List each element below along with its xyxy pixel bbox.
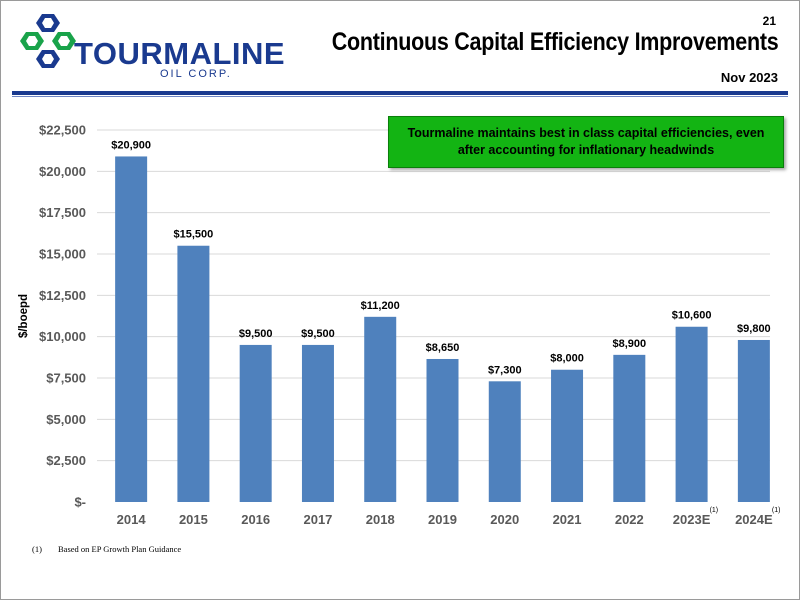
data-label: $20,900 xyxy=(111,139,151,151)
y-tick-label: $17,500 xyxy=(39,205,86,220)
callout-text: Tourmaline maintains best in class capit… xyxy=(407,126,765,157)
x-tick-label: 2016 xyxy=(241,512,270,527)
header-divider-thin xyxy=(12,96,788,97)
bar-2018 xyxy=(364,316,397,502)
x-tick-label: 2015 xyxy=(179,512,208,527)
x-tick-label: 2022 xyxy=(615,512,644,527)
x-tick-label: 2021 xyxy=(553,512,582,527)
data-label: $10,600 xyxy=(672,310,712,322)
x-tick-label: 2023E xyxy=(673,512,711,527)
bar-2021 xyxy=(551,369,584,502)
y-axis-ticks: $- $2,500 $5,000 $7,500 $10,000 $12,500 $15,00… xyxy=(39,123,86,510)
y-tick-label: $20,000 xyxy=(39,164,86,179)
data-label: $9,800 xyxy=(737,323,771,335)
page-title: Continuous Capital Efficiency Improvemen… xyxy=(331,28,778,56)
footnote-marker: (1) xyxy=(32,544,42,554)
y-tick-label: $2,500 xyxy=(46,453,86,468)
data-label: $15,500 xyxy=(174,229,214,241)
bar-2022 xyxy=(613,354,646,502)
callout-box: Tourmaline maintains best in class capit… xyxy=(388,116,784,168)
bar-2020 xyxy=(488,381,521,502)
data-label: $8,650 xyxy=(426,342,460,354)
bars xyxy=(115,156,770,502)
header-divider xyxy=(12,91,788,95)
y-tick-label: $10,000 xyxy=(39,329,86,344)
y-axis-label: $/boepd xyxy=(18,294,30,338)
x-tick-footnote: (1) xyxy=(710,507,719,514)
bar-2023E xyxy=(675,326,708,502)
data-label: $7,300 xyxy=(488,364,522,376)
y-tick-label: $12,500 xyxy=(39,288,86,303)
y-tick-label: $5,000 xyxy=(46,412,86,427)
slide-date: Nov 2023 xyxy=(720,70,778,85)
footnote-text: Based on EP Growth Plan Guidance xyxy=(58,544,182,554)
bar-2019 xyxy=(426,358,459,502)
data-label: $9,500 xyxy=(239,328,273,340)
x-tick-label: 2024E xyxy=(735,512,773,527)
x-tick-footnote: (1) xyxy=(772,507,781,514)
bar-2017 xyxy=(301,344,334,502)
page-number: 21 xyxy=(762,14,776,28)
company-logo: TOURMALINE OIL CORP. xyxy=(18,14,285,84)
logo-wordmark: TOURMALINE xyxy=(74,36,286,71)
y-tick-label: $22,500 xyxy=(39,123,86,138)
x-tick-label: 2019 xyxy=(428,512,457,527)
x-axis-ticks: 2014 2015 2016 2017 2018 2019 2020 2021 2022 2023… xyxy=(117,507,781,527)
hexagon-cluster-icon xyxy=(20,14,76,68)
data-label: $8,000 xyxy=(550,353,584,365)
bar-2024E xyxy=(737,339,770,502)
bar-2014 xyxy=(115,156,148,502)
x-tick-label: 2018 xyxy=(366,512,395,527)
bar-2015 xyxy=(177,245,210,502)
footnote: (1) Based on EP Growth Plan Guidance xyxy=(32,544,181,554)
data-labels: $20,900 $15,500 $9,500 $9,500 $11,200 $8,650 $… xyxy=(111,139,770,376)
data-label: $8,900 xyxy=(612,338,646,350)
y-tick-label: $- xyxy=(74,495,86,510)
x-tick-label: 2014 xyxy=(117,512,147,527)
x-tick-label: 2017 xyxy=(303,512,332,527)
logo-subtitle: OIL CORP. xyxy=(160,68,232,80)
y-tick-label: $7,500 xyxy=(46,371,86,386)
x-tick-label: 2020 xyxy=(490,512,519,527)
bar-2016 xyxy=(239,344,272,502)
y-tick-label: $15,000 xyxy=(39,247,86,262)
data-label: $9,500 xyxy=(301,328,335,340)
data-label: $11,200 xyxy=(361,300,400,312)
